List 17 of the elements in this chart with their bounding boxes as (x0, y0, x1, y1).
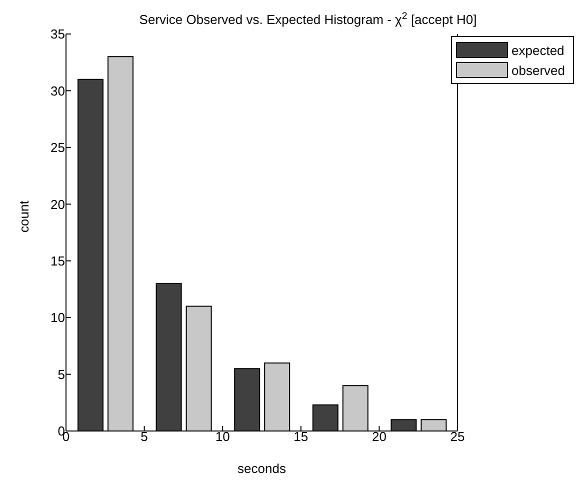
chart-title: Service Observed vs. Expected Histogram - χ$^{2}$ [accept H0] (139, 10, 477, 27)
legend-label: observed (512, 62, 565, 78)
x-tick-label: 10 (215, 429, 230, 444)
y-tick-label: 5 (58, 366, 65, 382)
x-tick-label: 15 (294, 429, 308, 444)
y-axis-title: count (16, 200, 32, 232)
x-axis-title: seconds (238, 461, 286, 476)
x-tick-label: 5 (140, 429, 148, 444)
x-tick-label: 25 (450, 429, 465, 444)
y-tick-label: 25 (50, 140, 65, 156)
y-tick-label: 30 (50, 83, 65, 98)
y-tick-label: 15 (50, 253, 65, 268)
legend-label: expected (512, 42, 564, 58)
y-tick-label: 10 (50, 310, 65, 326)
y-tick-label: 35 (50, 26, 65, 42)
y-tick-label: 20 (50, 196, 65, 212)
x-tick-label: 20 (372, 429, 386, 444)
